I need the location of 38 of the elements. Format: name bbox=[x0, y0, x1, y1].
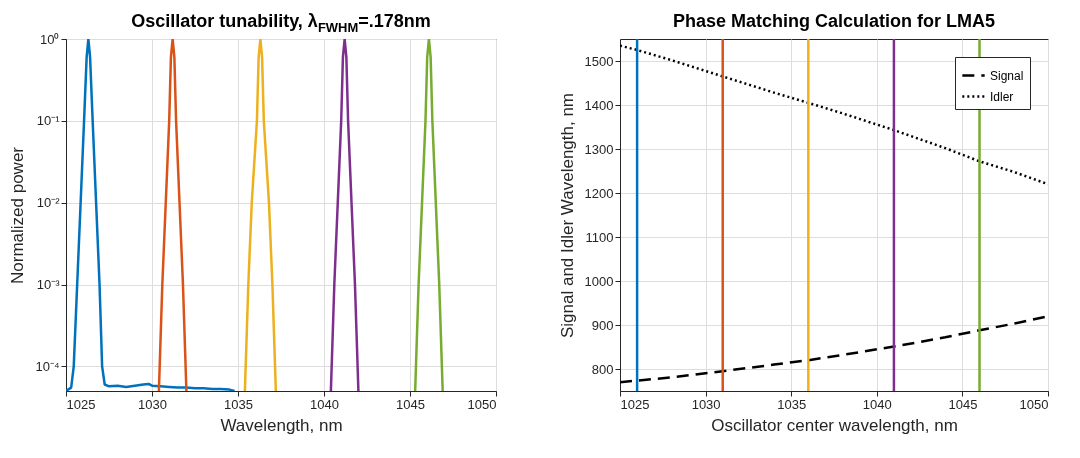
y-tick-label: 10⁻² bbox=[36, 195, 61, 211]
legend-label: Signal bbox=[990, 68, 1024, 83]
x-tick-label: 1025 bbox=[620, 396, 650, 412]
x-tick-label: 1040 bbox=[310, 396, 339, 412]
x-tick-label: 1035 bbox=[224, 396, 253, 412]
y-tick-label: 900 bbox=[591, 317, 614, 333]
line-series bbox=[157, 39, 188, 391]
x-tick-label: 1030 bbox=[691, 396, 721, 412]
x-tick-label: 1045 bbox=[396, 396, 425, 412]
y-tick-label: 1300 bbox=[584, 141, 614, 157]
x-tick-label: 1030 bbox=[138, 396, 167, 412]
x-tick-label: 1035 bbox=[777, 396, 807, 412]
line-series bbox=[413, 39, 444, 391]
chart-title: Phase Matching Calculation for LMA5 bbox=[672, 11, 995, 31]
x-axis-title: Wavelength, nm bbox=[220, 415, 343, 435]
legend-label: Idler bbox=[990, 89, 1014, 104]
line-series bbox=[243, 39, 278, 391]
y-tick-label: 1500 bbox=[584, 53, 614, 69]
x-tick-label: 1025 bbox=[66, 396, 96, 412]
y-tick-label: 1200 bbox=[584, 185, 614, 201]
y-tick-label: 10⁻³ bbox=[36, 277, 61, 293]
x-tick-label: 1050 bbox=[467, 396, 497, 412]
y-tick-label: 10⁻⁴ bbox=[35, 358, 60, 374]
y-tick-label: 10⁻¹ bbox=[36, 113, 61, 129]
y-tick-label: 1100 bbox=[585, 229, 614, 245]
y-tick-label: 800 bbox=[591, 361, 614, 377]
x-tick-label: 1045 bbox=[948, 396, 978, 412]
y-tick-label: 10⁰ bbox=[40, 31, 60, 47]
line-series bbox=[620, 314, 1048, 384]
line-series bbox=[620, 44, 1048, 186]
y-axis-title: Signal and Idler Wavelength, nm bbox=[557, 92, 577, 339]
x-axis-title: Oscillator center wavelength, nm bbox=[711, 415, 958, 435]
x-tick-label: 1050 bbox=[1019, 396, 1049, 412]
x-tick-label: 1040 bbox=[862, 396, 892, 412]
y-tick-label: 1000 bbox=[584, 273, 614, 289]
y-axis-title: Normalized power bbox=[8, 146, 28, 284]
line-series bbox=[329, 39, 360, 391]
y-tick-label: 1400 bbox=[584, 97, 614, 113]
